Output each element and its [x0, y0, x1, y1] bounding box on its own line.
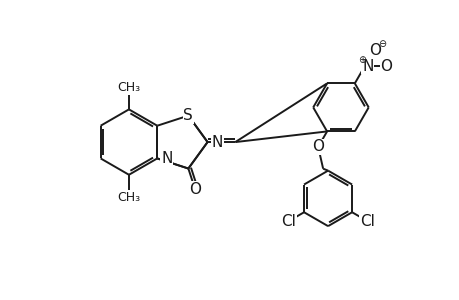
- Text: S: S: [183, 108, 193, 123]
- Text: ⊕: ⊕: [357, 55, 365, 65]
- Text: Cl: Cl: [280, 214, 296, 229]
- Text: Cl: Cl: [359, 214, 374, 229]
- Text: O: O: [380, 59, 392, 74]
- Text: CH₃: CH₃: [117, 81, 140, 94]
- Text: CH₃: CH₃: [117, 191, 140, 204]
- Text: N: N: [161, 151, 172, 166]
- Text: O: O: [312, 140, 324, 154]
- Text: O: O: [189, 182, 201, 197]
- Text: ⊖: ⊖: [378, 39, 386, 50]
- Text: N: N: [361, 59, 373, 74]
- Text: N: N: [211, 135, 223, 150]
- Text: O: O: [368, 43, 380, 58]
